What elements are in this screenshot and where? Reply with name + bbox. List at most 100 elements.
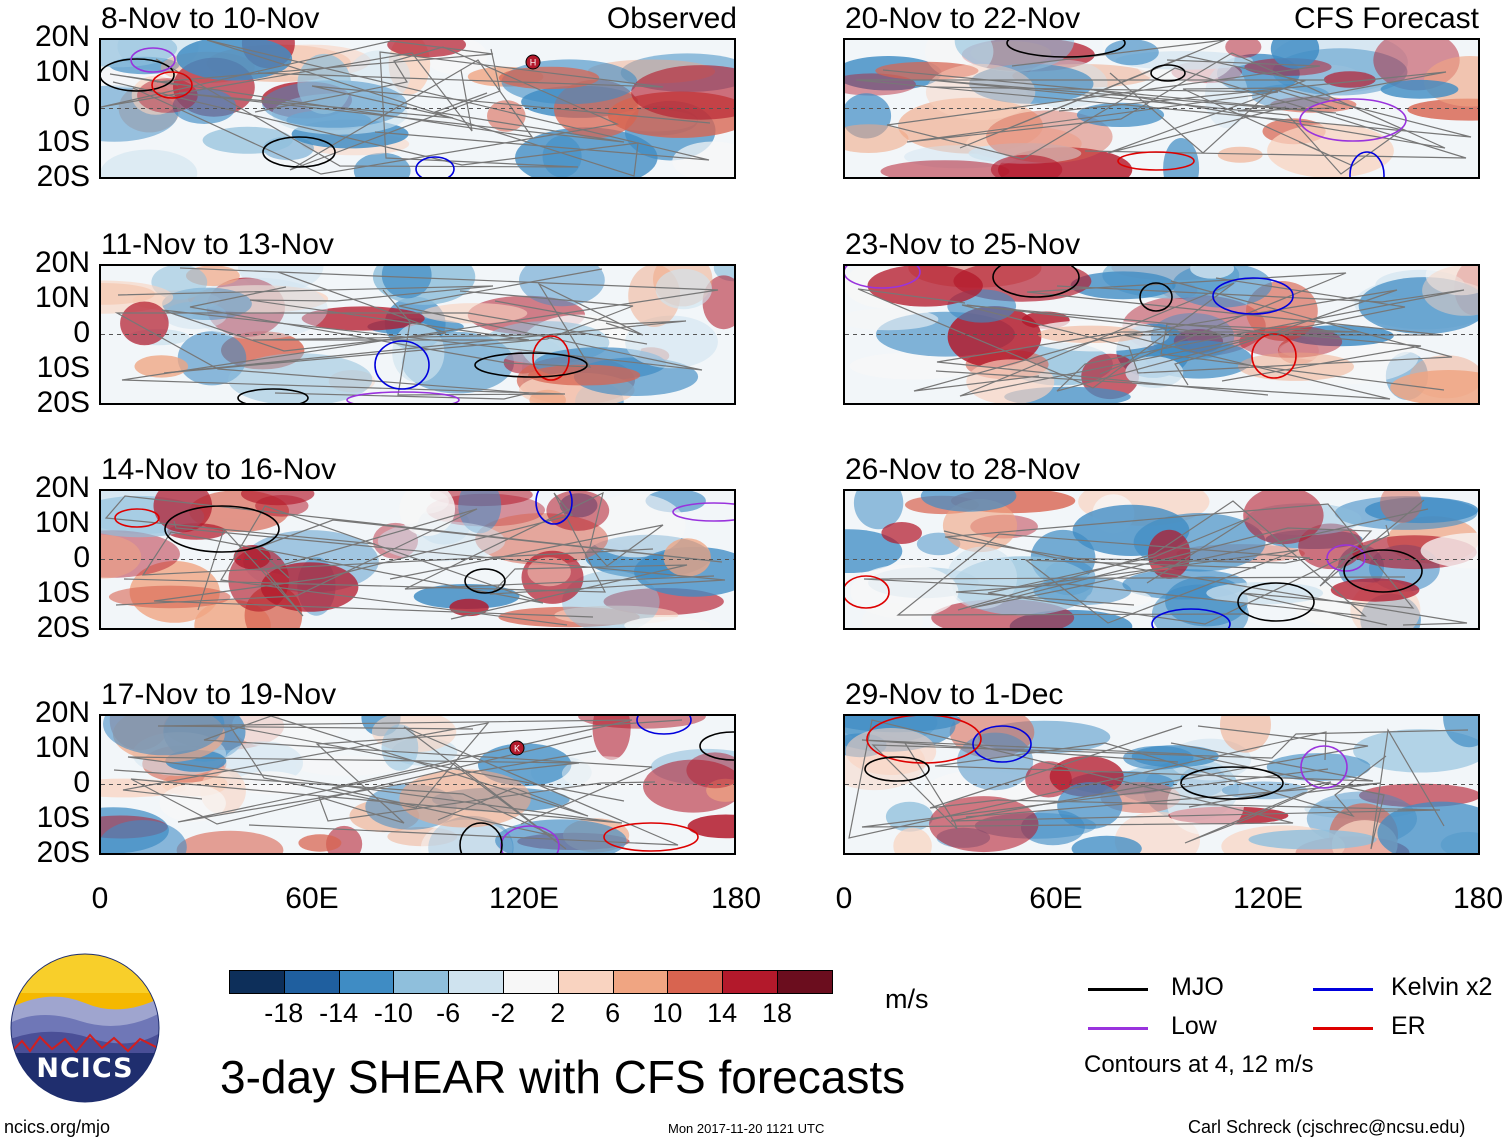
lat-label: 20S — [36, 386, 90, 419]
wave-contour — [1180, 766, 1284, 800]
shear-anomaly-blob — [413, 584, 520, 609]
shear-anomaly-blob — [643, 759, 734, 813]
wave-contour — [1006, 40, 1126, 58]
shear-field-obs-1: H — [101, 40, 734, 177]
wave-contour — [101, 58, 175, 92]
lat-label: 0 — [73, 90, 90, 123]
panel-title-obs-3: 14-Nov to 16-Nov — [101, 453, 337, 486]
shear-anomaly-blob — [120, 301, 169, 346]
footer-url: ncics.org/mjo — [4, 1117, 111, 1137]
wave-contour — [464, 568, 506, 594]
shear-field-fc-2 — [845, 266, 1478, 403]
coastline — [127, 735, 623, 825]
shear-anomaly-blob — [1353, 729, 1478, 773]
coastline — [857, 277, 1406, 397]
legend-label-low: Low — [1171, 1012, 1217, 1040]
shear-anomaly-blob — [1270, 40, 1320, 69]
logo-text: NCICS — [36, 1053, 134, 1084]
shear-anomaly-blob — [942, 499, 1018, 553]
shear-anomaly-blob — [881, 522, 922, 544]
wave-contour — [151, 71, 193, 99]
shear-anomaly-blob — [687, 814, 734, 839]
wave-contour — [500, 825, 560, 853]
coastline — [935, 272, 1444, 400]
panel-title-obs-2: 11-Nov to 13-Nov — [101, 228, 334, 261]
shear-anomaly-blob — [1070, 271, 1176, 300]
panel-title-obs-1: 8-Nov to 10-Nov — [101, 2, 320, 35]
storm-marker — [525, 54, 541, 70]
coastline — [896, 530, 1311, 616]
legend-swatch-low — [1088, 1027, 1148, 1030]
shear-anomaly-blob — [528, 364, 641, 386]
coastline — [163, 290, 687, 374]
wave-contour — [845, 266, 921, 289]
shear-anomaly-blob — [867, 266, 983, 307]
shear-anomaly-blob — [1033, 576, 1132, 605]
coastline — [966, 285, 1465, 392]
lat-label: 10N — [34, 55, 90, 88]
map-panel-fc-4 — [843, 714, 1480, 855]
shear-anomaly-blob — [954, 40, 1075, 72]
coastline — [944, 503, 1468, 626]
wave-contour — [532, 335, 570, 381]
colorbar-swatch — [229, 970, 285, 994]
coastline — [959, 40, 1307, 154]
storm-marker — [509, 740, 525, 756]
colorbar-tick-label: 14 — [707, 998, 738, 1028]
shear-anomaly-blob — [387, 40, 466, 58]
coastline — [132, 46, 620, 175]
colorbar-unit: m/s — [885, 984, 929, 1014]
shear-anomaly-blob — [159, 784, 226, 822]
shear-anomaly-blob — [1390, 370, 1478, 403]
colorbar-tick-label: 6 — [605, 998, 621, 1028]
wave-contour — [1251, 333, 1297, 379]
coastline — [109, 48, 534, 171]
colorbar-swatch — [557, 970, 614, 994]
shear-anomaly-blob — [849, 352, 978, 380]
map-panel-obs-2 — [99, 264, 736, 405]
storm-marker-letter: H — [530, 58, 537, 68]
coastline — [177, 726, 679, 850]
shear-anomaly-blob — [101, 820, 187, 853]
shear-anomaly-blob — [1172, 266, 1272, 308]
shear-anomaly-blob — [875, 61, 979, 80]
shear-anomaly-blob — [845, 124, 909, 153]
shear-anomaly-blob — [1359, 783, 1478, 808]
shear-anomaly-blob — [885, 801, 934, 832]
shear-field-fc-1 — [845, 40, 1478, 177]
lat-label: 10N — [34, 506, 90, 539]
shear-anomaly-blob — [893, 827, 932, 853]
wave-contour — [262, 136, 336, 168]
panel-title-fc-1: 20-Nov to 22-Nov — [845, 2, 1081, 35]
wave-contour — [130, 47, 176, 73]
lat-label: 20N — [34, 471, 90, 504]
panel-title-fc-3: 26-Nov to 28-Nov — [845, 453, 1081, 486]
coastline — [882, 69, 1404, 175]
coastline — [886, 59, 1467, 160]
coastline — [970, 499, 1429, 609]
wave-contour — [1150, 64, 1186, 82]
coastline — [155, 51, 664, 168]
wave-contour — [603, 822, 699, 852]
coastline — [861, 728, 1445, 850]
wave-contour — [474, 352, 588, 378]
map-panel-obs-3 — [99, 489, 736, 630]
coastline — [863, 549, 1406, 624]
coastline — [315, 719, 683, 824]
lon-label: 180 — [710, 882, 762, 915]
storm-marker-letter: K — [514, 744, 520, 754]
wave-contour — [1326, 544, 1366, 572]
shear-anomaly-blob — [1037, 325, 1144, 343]
shear-anomaly-blob — [101, 534, 142, 579]
shear-field-obs-3 — [101, 491, 734, 628]
panel-title-fc-2: 23-Nov to 25-Nov — [845, 228, 1081, 261]
lat-label: 20N — [34, 246, 90, 279]
shear-anomaly-blob — [519, 266, 605, 307]
lat-label: 10S — [36, 125, 90, 158]
shear-anomaly-blob — [495, 819, 627, 853]
shear-anomaly-blob — [880, 160, 1010, 177]
wave-contour — [535, 491, 573, 525]
coastline — [113, 719, 633, 837]
shear-anomaly-blob — [1147, 529, 1191, 579]
shear-anomaly-blob — [1076, 102, 1165, 127]
